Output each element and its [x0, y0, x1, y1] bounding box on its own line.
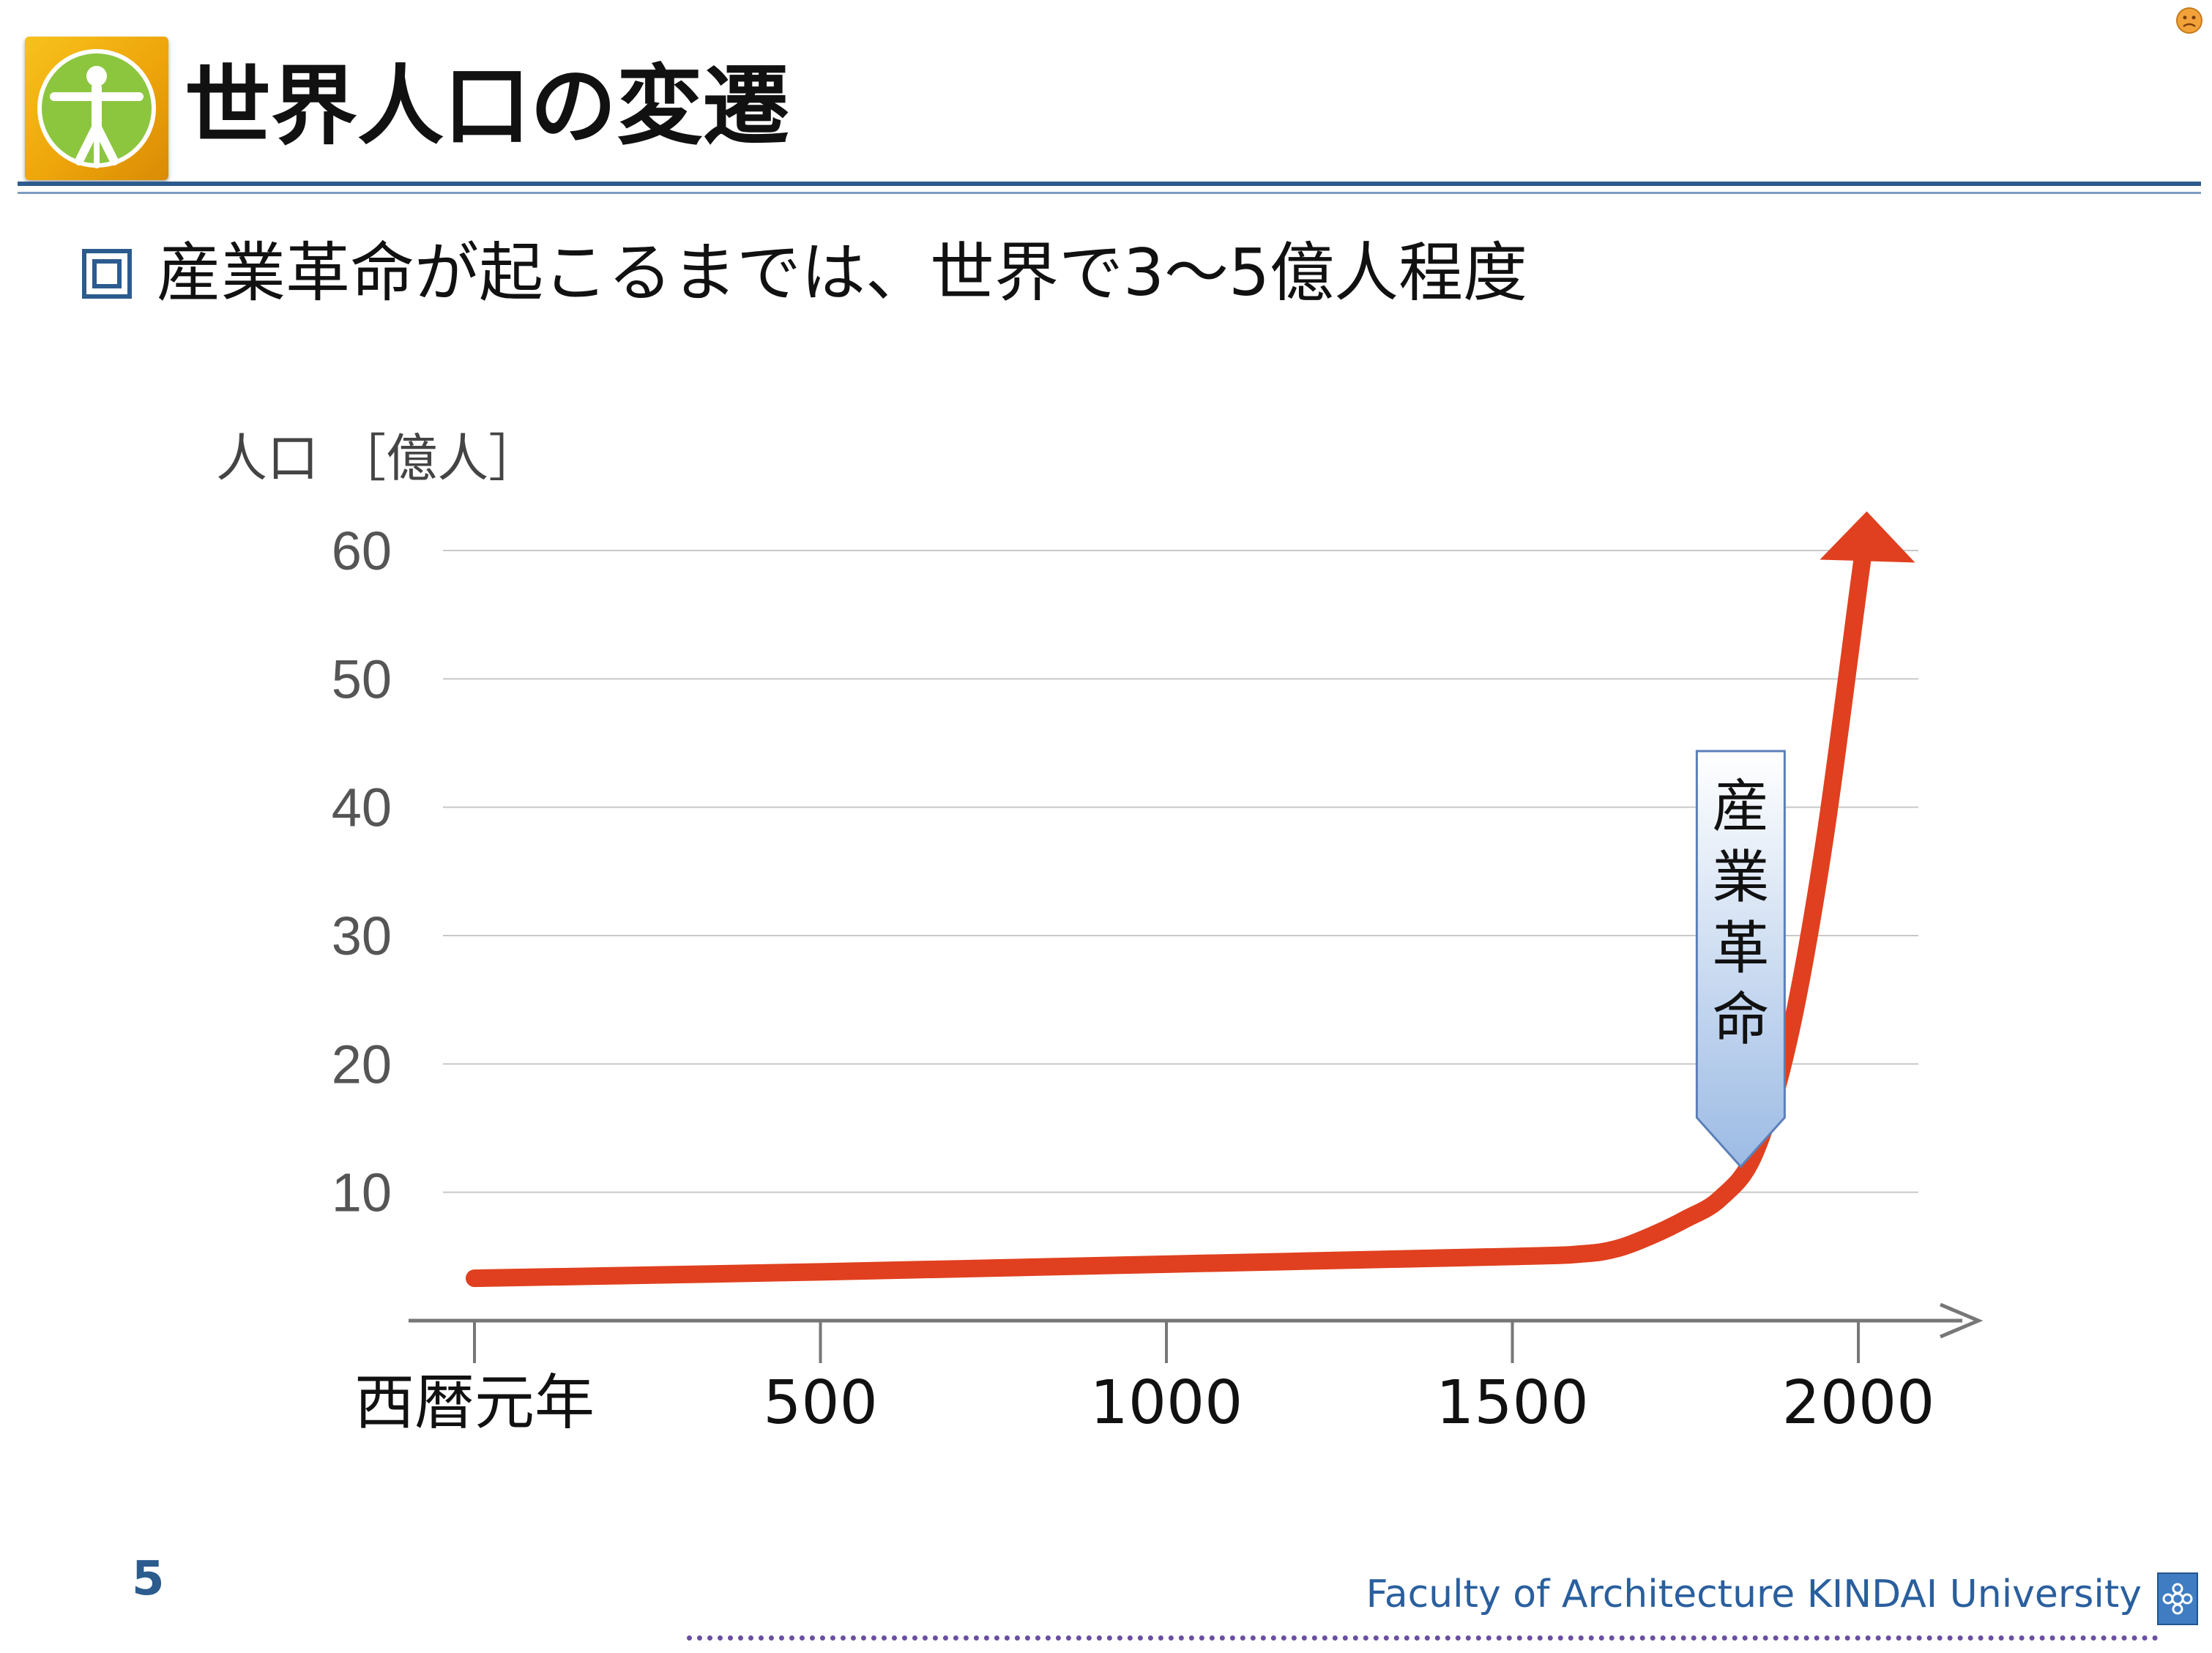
x-tick-label: 1500 — [1436, 1368, 1589, 1438]
y-tick-label: 20 — [332, 1034, 392, 1094]
x-axis-arrowhead — [1940, 1302, 1984, 1339]
x-tick-label: 1000 — [1090, 1368, 1243, 1438]
annotation-label-char: 業 — [1712, 845, 1769, 911]
bullet-text: 産業革命が起こるまでは、世界で3～5億人程度 — [157, 235, 1527, 310]
face-icon — [2176, 7, 2202, 34]
y-tick-label: 40 — [332, 777, 392, 838]
title-rule-thin — [18, 192, 2201, 194]
page-number: 5 — [132, 1552, 165, 1606]
page-title: 世界人口の変遷 — [185, 55, 790, 157]
y-tick-label: 60 — [332, 520, 392, 581]
footer-dotted-rule — [687, 1635, 2159, 1641]
vitruvian-logo-icon — [25, 37, 168, 180]
annotation-callout — [1695, 750, 1786, 1168]
x-tick-label: 500 — [763, 1368, 878, 1438]
x-tick-label: 西暦元年 — [354, 1368, 595, 1438]
y-tick-label: 50 — [332, 649, 392, 709]
population-curve — [466, 529, 1874, 1288]
university-logo-icon — [2157, 1572, 2198, 1625]
x-tick-label: 2000 — [1782, 1368, 1935, 1438]
y-tick-label: 30 — [332, 906, 392, 966]
title-rule — [18, 182, 2201, 186]
y-axis-label: 人口 ［億人］ — [216, 428, 540, 488]
annotation-label-char: 命 — [1712, 987, 1769, 1053]
square-bullet-icon — [82, 249, 132, 299]
annotation-label-char: 革 — [1712, 916, 1769, 982]
curve-arrowhead — [1820, 511, 1915, 563]
y-tick-label: 10 — [332, 1163, 392, 1223]
footer-text: Faculty of Architecture KINDAI Universit… — [1366, 1572, 2142, 1616]
annotation-label-char: 産 — [1712, 774, 1769, 840]
